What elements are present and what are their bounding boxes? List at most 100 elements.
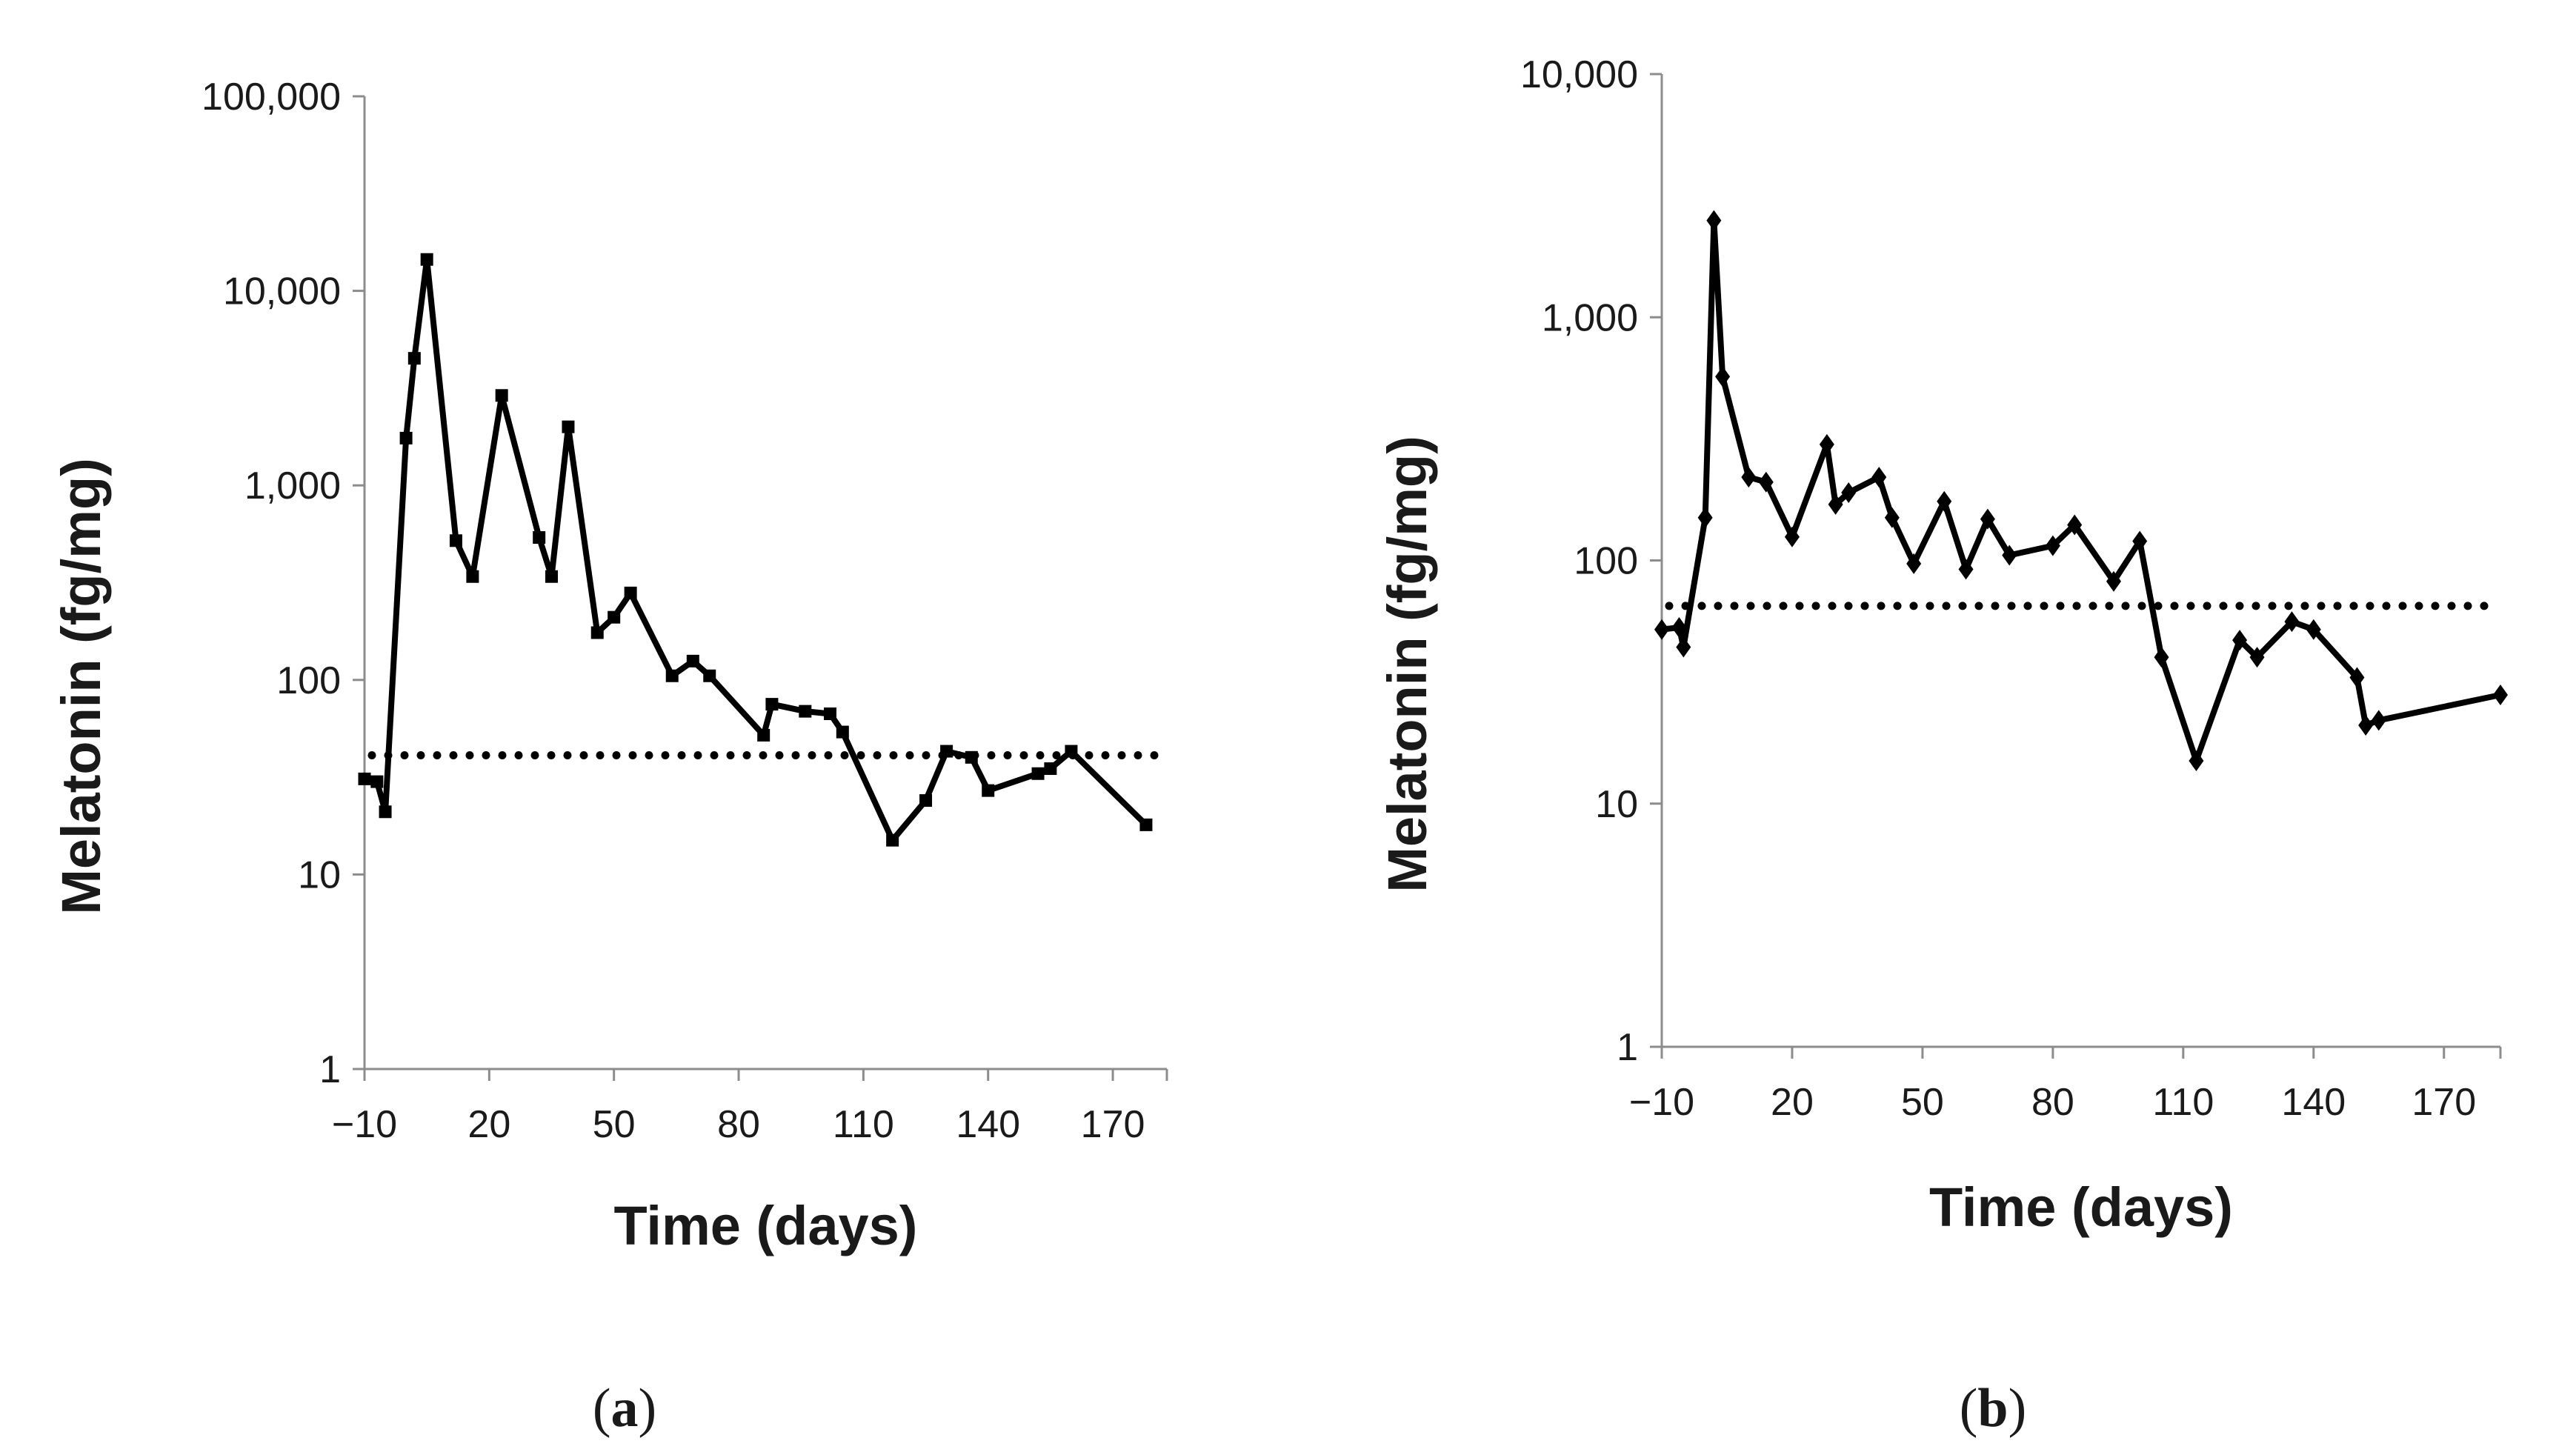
data-point <box>466 570 479 583</box>
y-tick-label: 100 <box>276 659 341 702</box>
data-point <box>420 253 433 266</box>
data-point <box>1697 507 1713 528</box>
data-point <box>982 784 995 797</box>
caption-open: ( <box>1960 1378 1978 1439</box>
caption-close: ) <box>2008 1378 2027 1439</box>
y-tick-label: 10 <box>298 853 341 896</box>
caption-close: ) <box>639 1378 657 1439</box>
y-tick-label: 100 <box>1574 540 1638 583</box>
data-point <box>886 833 899 847</box>
y-tick-label: 10,000 <box>1520 53 1638 96</box>
data-point <box>2045 535 2060 556</box>
caption-letter: a <box>611 1378 639 1439</box>
data-point <box>545 570 559 583</box>
data-point <box>2493 684 2508 705</box>
y-tick-label: 1,000 <box>1542 296 1638 339</box>
data-point <box>407 352 421 365</box>
x-tick-label: −10 <box>1629 1081 1694 1124</box>
x-tick-label: 110 <box>833 1103 894 1146</box>
x-tick-label: 110 <box>2152 1081 2214 1124</box>
data-point <box>799 705 812 718</box>
data-point <box>1937 490 1952 512</box>
x-tick-label: −10 <box>332 1103 397 1146</box>
data-point <box>836 725 849 739</box>
series-line <box>1661 217 2501 764</box>
data-point <box>2358 714 2374 736</box>
data-point <box>562 420 575 433</box>
data-point <box>757 728 771 742</box>
data-point <box>2002 545 2017 566</box>
data-point <box>1654 619 1669 640</box>
data-point <box>703 669 716 682</box>
data-point <box>399 431 413 445</box>
data-point <box>965 750 978 764</box>
y-tick-label: 10,000 <box>223 270 341 313</box>
data-point <box>2132 530 2148 552</box>
data-point <box>1980 508 1995 530</box>
data-point <box>2371 710 2386 731</box>
y-tick-label: 1 <box>319 1048 341 1091</box>
y-tick-label: 100,000 <box>202 76 341 119</box>
data-point <box>1784 526 1800 547</box>
panel-caption: (b) <box>1960 1378 2026 1439</box>
data-point <box>2067 514 2083 536</box>
x-axis-title: Time (days) <box>1929 1176 2233 1238</box>
data-point <box>370 775 384 788</box>
y-tick-label: 1 <box>1617 1026 1638 1069</box>
data-point <box>590 626 604 639</box>
y-tick-label: 10 <box>1595 783 1638 826</box>
data-point <box>665 669 679 682</box>
data-point <box>1841 482 1857 503</box>
data-point <box>495 389 508 402</box>
caption-letter: b <box>1977 1378 2008 1439</box>
data-point <box>1819 433 1834 455</box>
data-point <box>2306 619 2321 640</box>
data-point <box>765 698 779 711</box>
x-tick-label: 170 <box>1081 1103 1145 1146</box>
y-tick-label: 1,000 <box>244 465 341 507</box>
x-tick-label: 140 <box>2281 1081 2346 1124</box>
data-point <box>2189 750 2204 771</box>
data-point <box>1676 636 1691 658</box>
x-tick-label: 50 <box>1901 1081 1944 1124</box>
data-point <box>1031 767 1045 780</box>
data-point <box>1884 507 1900 528</box>
data-point <box>533 530 546 544</box>
data-point <box>1671 617 1687 639</box>
data-point <box>1706 210 1722 231</box>
data-point <box>1741 467 1757 488</box>
data-point <box>2154 647 2169 668</box>
series-line <box>364 256 1148 844</box>
data-point <box>624 586 637 599</box>
panel-caption: (a) <box>593 1378 656 1439</box>
data-point <box>2106 570 2121 592</box>
x-axis-title: Time (days) <box>614 1195 918 1256</box>
x-tick-label: 80 <box>2031 1081 2074 1124</box>
data-point <box>608 610 621 624</box>
data-point <box>1906 553 1922 574</box>
data-point <box>1758 471 1774 493</box>
data-point <box>1065 745 1078 758</box>
x-tick-label: 140 <box>956 1103 1020 1146</box>
data-point <box>1715 366 1731 387</box>
x-tick-label: 20 <box>1771 1081 1814 1124</box>
data-point <box>1958 559 1974 580</box>
data-point <box>686 654 699 667</box>
data-point <box>379 805 392 819</box>
data-point <box>2349 667 2365 688</box>
data-point <box>2284 611 2300 633</box>
y-axis-title: Melatonin (fg/mg) <box>1377 436 1438 893</box>
data-point <box>1828 493 1843 515</box>
x-tick-label: 50 <box>593 1103 636 1146</box>
x-tick-label: 170 <box>2412 1081 2476 1124</box>
data-point <box>1871 467 1887 488</box>
data-point <box>1139 818 1153 831</box>
x-tick-label: 20 <box>467 1103 510 1146</box>
data-point <box>2249 647 2265 668</box>
data-point <box>940 745 953 758</box>
caption-open: ( <box>593 1378 611 1439</box>
x-tick-label: 80 <box>717 1103 760 1146</box>
